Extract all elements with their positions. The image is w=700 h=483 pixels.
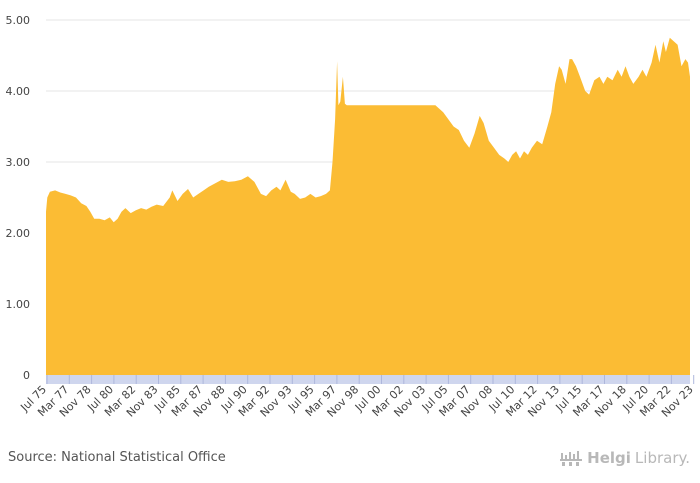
y-tick-label: 4.00: [6, 85, 31, 98]
y-axis-ticks: 0 1.00 2.00 3.00 4.00 5.00: [6, 14, 31, 382]
y-tick-label: 1.00: [6, 298, 31, 311]
logo-text-library: Library.: [634, 449, 690, 467]
y-tick-label: 2.00: [6, 227, 31, 240]
y-tick-label: 3.00: [6, 156, 31, 169]
y-tick-label: 5.00: [6, 14, 31, 27]
x-axis-band: [46, 375, 690, 384]
logo-text-helgi: Helgi: [587, 449, 631, 467]
helgi-library-logo[interactable]: Helgi Library.: [559, 449, 690, 467]
area-series: [46, 37, 690, 376]
source-note: Source: National Statistical Office: [8, 450, 226, 465]
y-tick-label: 0: [23, 369, 30, 382]
helgi-library-icon: [560, 451, 583, 466]
